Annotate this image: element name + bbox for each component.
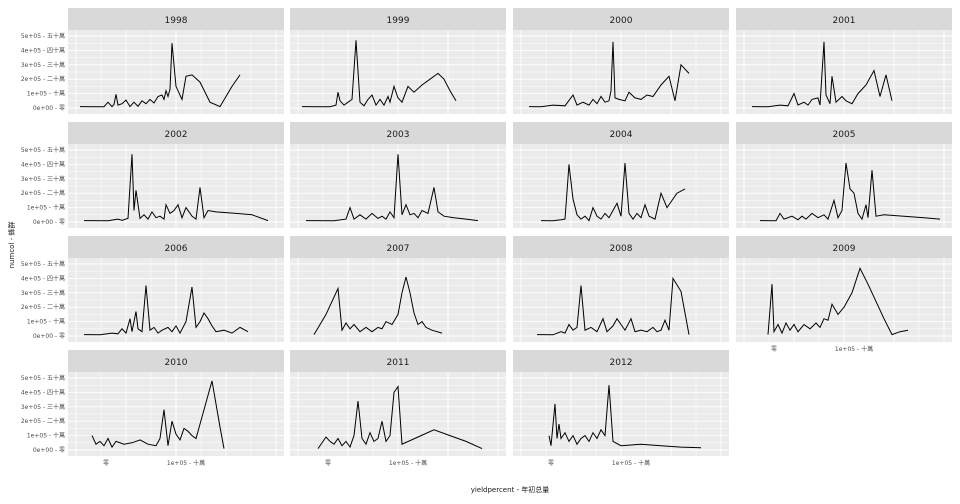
facet-panel: 2010 0e+00 - 零 1e+05 - 十萬 2e+05 - 二十萬 3e+05 … — [21, 350, 284, 467]
y-axis-title: numcol - 蜂群 — [7, 222, 16, 269]
facet-strip — [736, 236, 952, 258]
series-line — [528, 41, 690, 108]
y-tick-label: 2e+05 - 二十萬 — [21, 75, 65, 83]
facet-strip-label: 2000 — [610, 16, 633, 26]
facet-panel: 2005 — [736, 122, 952, 228]
facet-strip-label: 1999 — [387, 16, 410, 26]
facet-strip — [68, 350, 284, 372]
x-tick-label: 零 — [325, 460, 331, 467]
facet-panel: 2012 零 1e+05 - 十萬 — [513, 350, 729, 467]
y-tick-label: 5e+05 - 五十萬 — [21, 374, 65, 382]
facet-strip — [736, 8, 952, 30]
facet-strip-label: 1998 — [165, 16, 188, 26]
series-line — [79, 43, 241, 108]
y-tick-label: 0e+00 - 零 — [33, 105, 65, 112]
y-tick-label: 4e+05 - 四十萬 — [21, 46, 65, 54]
facet-strip-label: 2001 — [833, 16, 856, 26]
series-line — [751, 41, 893, 108]
facet-strip — [68, 122, 284, 144]
x-tick-label: 1e+05 - 十萬 — [835, 345, 873, 353]
facet-panel: 2004 — [513, 122, 729, 228]
x-tick-label: 1e+05 - 十萬 — [167, 459, 205, 467]
series-line — [767, 266, 909, 336]
x-tick-label: 1e+05 - 十萬 — [389, 459, 427, 467]
y-tick-label: 5e+05 - 五十萬 — [21, 260, 65, 268]
y-tick-label: 1e+05 - 十萬 — [27, 90, 65, 98]
y-tick-label: 0e+00 - 零 — [33, 219, 65, 226]
x-axis-title: yieldpercent - 年初总量 — [471, 485, 550, 494]
series-line — [91, 380, 225, 449]
facet-strip-label: 2008 — [610, 244, 633, 254]
y-tick-label: 1e+05 - 十萬 — [27, 432, 65, 440]
y-tick-label: 2e+05 - 二十萬 — [21, 189, 65, 197]
facet-panel: 2011 零 1e+05 - 十萬 — [290, 350, 506, 467]
y-tick-label: 1e+05 - 十萬 — [27, 318, 65, 326]
y-tick-label: 2e+05 - 二十萬 — [21, 303, 65, 311]
series-line — [317, 385, 483, 450]
y-tick-label: 3e+05 - 三十萬 — [21, 61, 65, 69]
facet-strip — [736, 122, 952, 144]
facet-panel: 1999 — [290, 8, 506, 114]
facet-strip-label: 2007 — [387, 244, 410, 254]
series-line — [536, 276, 690, 336]
facet-strip — [68, 8, 284, 30]
series-line — [305, 154, 479, 222]
x-tick-label: 零 — [103, 460, 109, 467]
facet-strip — [513, 236, 729, 258]
facet-strip-label: 2012 — [610, 358, 633, 368]
facet-strip — [68, 236, 284, 258]
series-line — [83, 285, 249, 336]
y-tick-label: 0e+00 - 零 — [33, 447, 65, 454]
facet-strip-label: 2004 — [610, 130, 633, 140]
facet-strip — [290, 350, 506, 372]
y-tick-label: 0e+00 - 零 — [33, 333, 65, 340]
facet-strip-label: 2006 — [165, 244, 188, 254]
series-line — [83, 154, 269, 222]
series-line — [301, 40, 457, 108]
facet-strip — [290, 236, 506, 258]
facet-strip — [513, 8, 729, 30]
facet-strip-label: 2010 — [165, 358, 188, 368]
facet-panel: 2007 — [290, 236, 506, 342]
facet-strip-label: 2009 — [833, 244, 856, 254]
y-tick-label: 2e+05 - 二十萬 — [21, 417, 65, 425]
y-tick-label: 3e+05 - 三十萬 — [21, 289, 65, 297]
y-axis-title-group: numcol - 蜂群 — [7, 222, 16, 269]
facet-panel: 2008 — [513, 236, 729, 342]
facet-panel: 2001 — [736, 8, 952, 114]
facet-strip — [290, 122, 506, 144]
facet-panel: 2002 0e+00 - 零 1e+05 - 十萬 2e+05 - 二十萬 3e+05 … — [21, 122, 284, 228]
y-tick-label: 5e+05 - 五十萬 — [21, 146, 65, 154]
series-line — [548, 385, 702, 449]
facet-strip-label: 2003 — [387, 130, 410, 140]
facet-strip-label: 2005 — [833, 130, 856, 140]
x-tick-label: 1e+05 - 十萬 — [612, 459, 650, 467]
y-tick-label: 3e+05 - 三十萬 — [21, 175, 65, 183]
series-line — [313, 276, 443, 335]
facet-strip — [513, 122, 729, 144]
y-tick-label: 1e+05 - 十萬 — [27, 204, 65, 212]
series-line — [759, 162, 941, 222]
facet-strip-label: 2002 — [165, 130, 188, 140]
facet-strip — [513, 350, 729, 372]
facet-panel: 2009 零 1e+05 - 十萬 — [736, 236, 952, 353]
facet-panels: 1998 0e+00 - 零 1e+05 - 十萬 2e+05 - 二十萬 3e+05 … — [21, 8, 952, 467]
facet-panel: 2000 — [513, 8, 729, 114]
y-tick-label: 3e+05 - 三十萬 — [21, 403, 65, 411]
series-line — [540, 162, 686, 222]
y-tick-label: 4e+05 - 四十萬 — [21, 274, 65, 282]
facet-strip-label: 2011 — [387, 358, 410, 368]
facet-panel: 1998 0e+00 - 零 1e+05 - 十萬 2e+05 - 二十萬 3e+05 … — [21, 8, 284, 114]
y-tick-label: 4e+05 - 四十萬 — [21, 160, 65, 168]
facet-panel: 2006 0e+00 - 零 1e+05 - 十萬 2e+05 - 二十萬 3e+05 … — [21, 236, 284, 342]
x-tick-label: 零 — [771, 346, 777, 353]
y-tick-label: 5e+05 - 五十萬 — [21, 32, 65, 40]
y-tick-label: 4e+05 - 四十萬 — [21, 388, 65, 396]
facet-strip — [290, 8, 506, 30]
facet-panel: 2003 — [290, 122, 506, 228]
x-tick-label: 零 — [548, 460, 554, 467]
